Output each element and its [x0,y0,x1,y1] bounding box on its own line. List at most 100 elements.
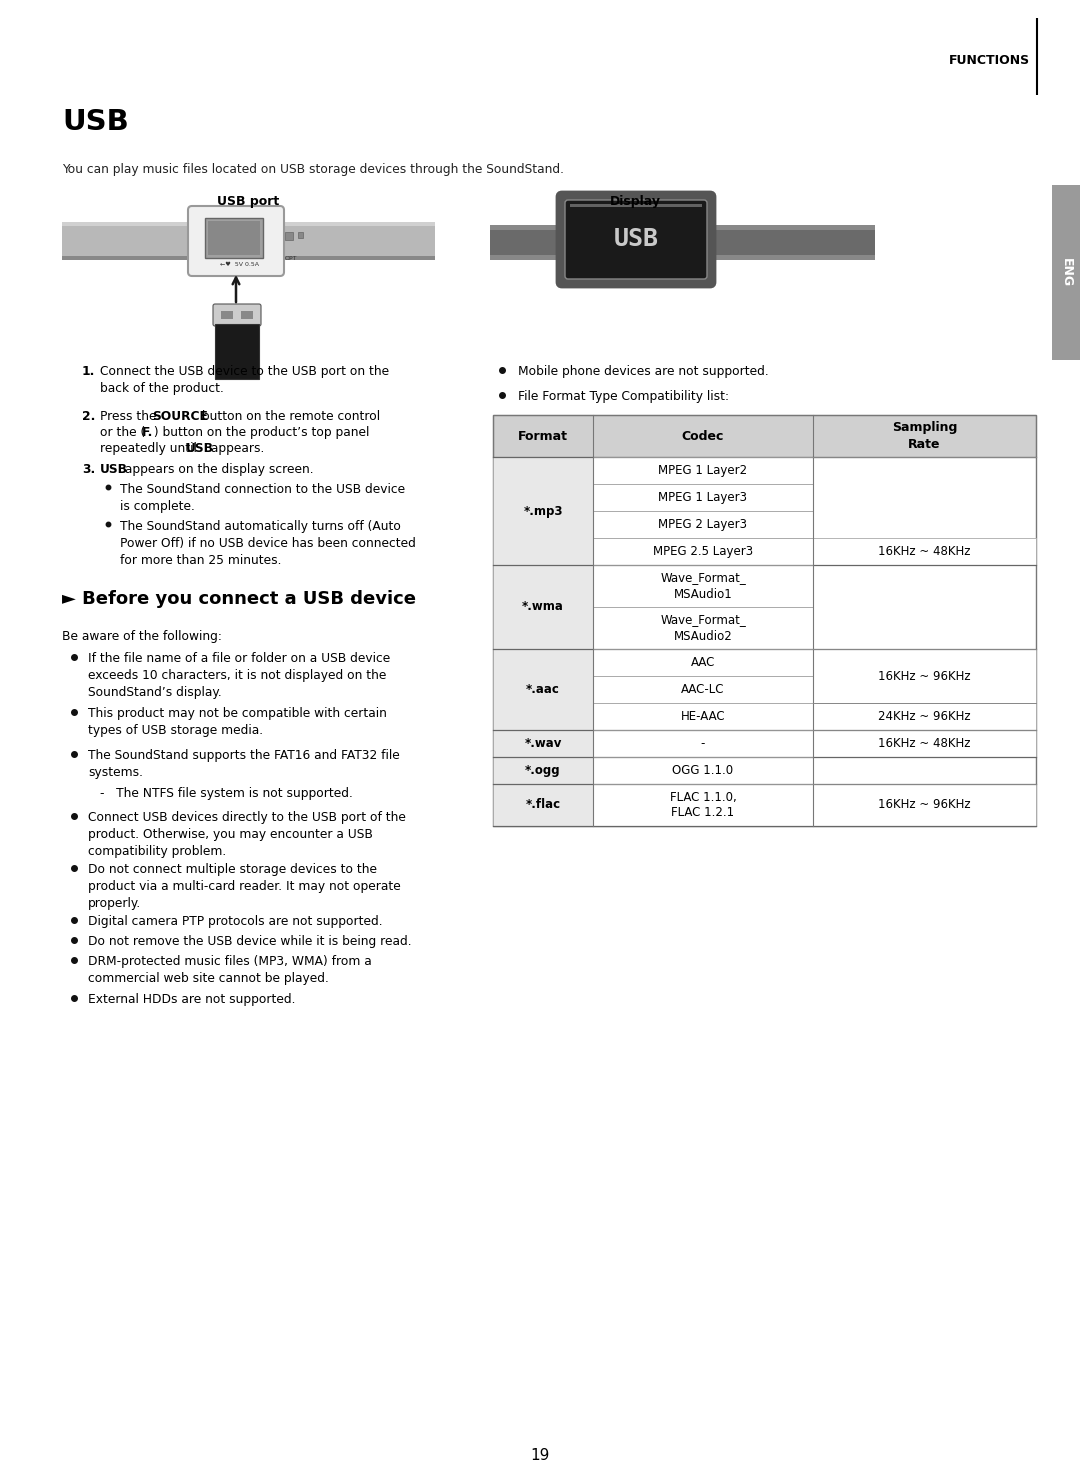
Bar [490,225,875,231]
Text: OGG 1.1.0: OGG 1.1.0 [673,765,733,776]
Bar [62,222,435,260]
Text: ENG: ENG [1059,257,1072,287]
Bar [492,784,593,825]
Text: repeatedly until: repeatedly until [100,442,201,456]
Bar [298,232,303,238]
FancyBboxPatch shape [213,305,261,325]
Text: OPT: OPT [285,256,297,260]
Text: MPEG 2.5 Layer3: MPEG 2.5 Layer3 [653,544,753,558]
Text: 2.: 2. [82,410,95,423]
Bar [813,731,1036,757]
Bar [492,731,593,757]
Text: Be aware of the following:: Be aware of the following: [62,630,221,643]
Bar [813,703,1036,731]
Bar [593,731,813,757]
Bar [593,565,813,606]
Bar [593,484,813,512]
Text: Codec: Codec [681,429,725,442]
Text: appears.: appears. [207,442,265,456]
Bar [62,256,435,260]
Bar [492,457,593,565]
Bar [593,512,813,538]
Text: Press the: Press the [100,410,160,423]
Text: MPEG 2 Layer3: MPEG 2 Layer3 [659,518,747,531]
Text: Digital camera PTP protocols are not supported.: Digital camera PTP protocols are not sup… [87,916,382,927]
Bar [593,606,813,649]
Text: *.ogg: *.ogg [525,765,561,776]
FancyBboxPatch shape [188,206,284,277]
Text: SOURCE: SOURCE [152,410,207,423]
Text: Do not remove the USB device while it is being read.: Do not remove the USB device while it is… [87,935,411,948]
Text: USB: USB [613,228,659,251]
Bar [492,757,593,784]
Bar [813,784,1036,825]
Text: MPEG 1 Layer2: MPEG 1 Layer2 [659,464,747,478]
Text: ) button on the product’s top panel: ) button on the product’s top panel [150,426,369,439]
Text: -: - [701,737,705,750]
Text: FLAC 1.1.0,
FLAC 1.2.1: FLAC 1.1.0, FLAC 1.2.1 [670,790,737,819]
Text: USB port: USB port [217,195,279,209]
Text: You can play music files located on USB storage devices through the SoundStand.: You can play music files located on USB … [62,163,564,176]
Bar [285,232,293,240]
Text: AAC-LC: AAC-LC [681,683,725,697]
Text: 3.: 3. [82,463,95,476]
Text: 1.: 1. [82,365,95,379]
Text: *.wav: *.wav [524,737,562,750]
Bar [205,217,264,257]
Text: 16KHz ~ 96KHz: 16KHz ~ 96KHz [878,670,971,682]
Text: The SoundStand connection to the USB device
is complete.: The SoundStand connection to the USB dev… [120,484,405,513]
Text: This product may not be compatible with certain
types of USB storage media.: This product may not be compatible with … [87,707,387,737]
Bar [813,649,1036,703]
Bar [208,220,260,254]
Bar [593,538,813,565]
Text: Display: Display [609,195,661,209]
Bar [492,416,1036,825]
Text: or the (: or the ( [100,426,149,439]
Text: Format: Format [518,429,568,442]
Text: 16KHz ~ 48KHz: 16KHz ~ 48KHz [878,544,971,558]
Text: Wave_Format_
MSAudio1: Wave_Format_ MSAudio1 [660,571,746,600]
Bar [492,416,1036,457]
Text: *.aac: *.aac [526,683,559,697]
Text: DRM-protected music files (MP3, WMA) from a
commercial web site cannot be played: DRM-protected music files (MP3, WMA) fro… [87,955,372,985]
FancyBboxPatch shape [565,200,707,280]
Text: The SoundStand supports the FAT16 and FAT32 file
systems.: The SoundStand supports the FAT16 and FA… [87,748,400,779]
Text: HE-AAC: HE-AAC [680,710,726,723]
Bar [593,703,813,731]
Bar [593,757,813,784]
Text: ► Before you connect a USB device: ► Before you connect a USB device [62,590,416,608]
Text: Connect USB devices directly to the USB port of the
product. Otherwise, you may : Connect USB devices directly to the USB … [87,810,406,858]
Text: 16KHz ~ 96KHz: 16KHz ~ 96KHz [878,799,971,812]
Text: USB: USB [62,108,129,136]
Text: Connect the USB device to the USB port on the
back of the product.: Connect the USB device to the USB port o… [100,365,389,395]
Bar [492,649,593,731]
Text: *.mp3: *.mp3 [523,504,563,518]
Text: button on the remote control: button on the remote control [198,410,380,423]
Text: 16KHz ~ 48KHz: 16KHz ~ 48KHz [878,737,971,750]
Text: USB: USB [100,463,129,476]
Bar [593,457,813,484]
Bar [593,649,813,676]
Text: External HDDs are not supported.: External HDDs are not supported. [87,992,296,1006]
Text: The SoundStand automatically turns off (Auto
Power Off) if no USB device has bee: The SoundStand automatically turns off (… [120,521,416,566]
Text: 19: 19 [530,1448,550,1463]
Text: AAC: AAC [691,657,715,669]
Text: FUNCTIONS: FUNCTIONS [949,53,1030,67]
Text: Wave_Format_
MSAudio2: Wave_Format_ MSAudio2 [660,614,746,642]
Text: *.wma: *.wma [522,600,564,614]
Bar [221,311,233,319]
Text: F.: F. [141,426,153,439]
Text: USB: USB [186,442,214,456]
Text: *.flac: *.flac [526,799,561,812]
Text: Mobile phone devices are not supported.: Mobile phone devices are not supported. [518,365,769,379]
Text: Do not connect multiple storage devices to the
product via a multi-card reader. : Do not connect multiple storage devices … [87,864,401,910]
Bar [813,538,1036,565]
Bar [593,676,813,703]
Bar [1052,185,1080,359]
Bar [492,565,593,649]
Bar [62,222,435,226]
Text: File Format Type Compatibility list:: File Format Type Compatibility list: [518,390,729,402]
Bar [215,324,259,379]
Bar [490,254,875,260]
Text: ←♥  5V 0.5A: ←♥ 5V 0.5A [220,262,259,268]
